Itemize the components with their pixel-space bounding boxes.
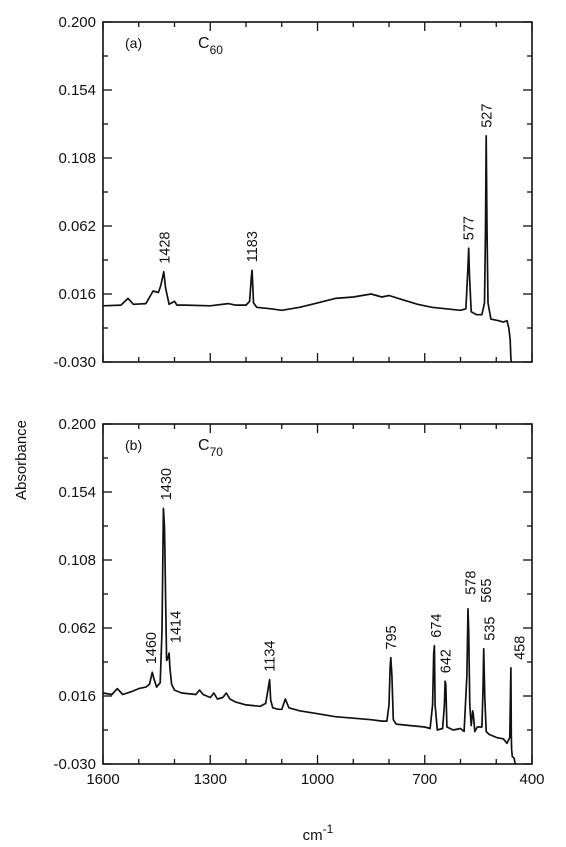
peak-label: 1134 [263, 641, 279, 672]
x-tick-label: 700 [412, 771, 437, 788]
peak-label: 674 [429, 613, 445, 637]
x-tick-label: 400 [519, 771, 544, 788]
peak-label: 527 [480, 104, 496, 128]
y-tick-label: 0.062 [58, 620, 96, 637]
peak-label: 795 [384, 625, 400, 649]
y-axis-label: Absorbance [13, 420, 30, 500]
panel-a-c60: 0.200 0.154 0.108 0.062 0.016 -0.030 (a) C60 142… [53, 14, 533, 371]
spectrum-trace [102, 507, 517, 765]
peak-label: 1414 [169, 611, 185, 643]
peak-label: 578 [463, 571, 479, 595]
panel-label: (a) [125, 35, 142, 51]
peak-label: 1460 [144, 632, 160, 664]
y-tick-label: 0.200 [58, 14, 96, 31]
compound-label: C70 [198, 437, 223, 459]
y-tick-label: 0.062 [58, 218, 96, 235]
x-tick-label: 1600 [86, 771, 119, 788]
y-tick-label: 0.108 [58, 552, 96, 569]
peak-label: 642 [439, 649, 455, 673]
peak-label: 535 [483, 616, 499, 640]
y-tick-label: 0.016 [58, 688, 96, 705]
x-axis-label: cm-1 [303, 822, 334, 844]
y-tick-label: -0.030 [53, 354, 96, 371]
y-tick-label: -0.030 [53, 756, 96, 773]
y-tick-label: 0.108 [58, 150, 96, 167]
peak-label: 1430 [159, 468, 175, 500]
y-tick-label: 0.154 [58, 82, 96, 99]
peak-label: 1428 [158, 232, 174, 264]
peak-label: 565 [479, 579, 495, 603]
plot-frame [102, 21, 533, 363]
panel-label: (b) [125, 437, 142, 453]
y-tick-label: 0.016 [58, 286, 96, 303]
x-tick-label: 1300 [194, 771, 227, 788]
peak-label: 458 [512, 636, 528, 660]
y-tick-label: 0.154 [58, 484, 96, 501]
peak-label: 1183 [245, 231, 261, 262]
spectrum-trace [102, 134, 513, 363]
compound-label: C60 [198, 35, 223, 57]
x-tick-label: 1000 [301, 771, 334, 788]
y-tick-label: 0.200 [58, 416, 96, 433]
peak-label: 577 [462, 216, 478, 240]
